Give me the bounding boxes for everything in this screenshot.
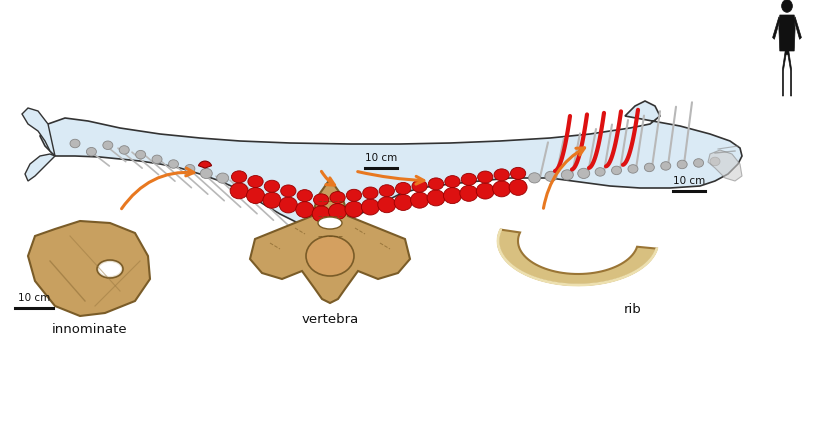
Ellipse shape [152, 155, 162, 164]
Ellipse shape [461, 173, 477, 186]
Polygon shape [22, 108, 55, 156]
Ellipse shape [200, 168, 212, 178]
Ellipse shape [412, 180, 427, 192]
Ellipse shape [529, 173, 540, 183]
Ellipse shape [345, 201, 363, 217]
Ellipse shape [677, 160, 687, 169]
Ellipse shape [263, 192, 281, 208]
Polygon shape [498, 230, 657, 285]
Polygon shape [794, 17, 801, 39]
Ellipse shape [611, 166, 621, 175]
Text: innominate: innominate [52, 323, 128, 336]
Ellipse shape [494, 169, 509, 181]
Ellipse shape [428, 178, 444, 190]
Ellipse shape [312, 206, 330, 222]
Ellipse shape [445, 176, 460, 188]
Polygon shape [28, 221, 150, 316]
Ellipse shape [394, 194, 412, 211]
Ellipse shape [346, 189, 361, 201]
Ellipse shape [363, 187, 378, 199]
Ellipse shape [361, 199, 380, 215]
Ellipse shape [120, 146, 130, 154]
Polygon shape [25, 154, 55, 181]
Ellipse shape [247, 187, 265, 203]
Polygon shape [779, 15, 795, 51]
Ellipse shape [460, 186, 478, 201]
Ellipse shape [578, 168, 590, 178]
Ellipse shape [217, 173, 229, 183]
Ellipse shape [511, 167, 526, 179]
Ellipse shape [168, 160, 178, 168]
Text: vertebra: vertebra [301, 313, 359, 326]
Ellipse shape [314, 194, 329, 206]
Polygon shape [250, 179, 410, 303]
Ellipse shape [694, 159, 704, 167]
Wedge shape [199, 161, 211, 168]
Ellipse shape [544, 171, 557, 182]
Ellipse shape [297, 190, 313, 202]
Ellipse shape [248, 176, 263, 187]
Ellipse shape [378, 197, 396, 213]
Ellipse shape [97, 260, 123, 278]
Ellipse shape [185, 165, 195, 173]
Ellipse shape [493, 181, 511, 197]
Ellipse shape [661, 162, 671, 170]
Ellipse shape [710, 157, 720, 166]
Ellipse shape [99, 262, 121, 276]
Ellipse shape [135, 150, 146, 159]
Ellipse shape [781, 0, 792, 12]
Ellipse shape [478, 171, 493, 183]
Ellipse shape [280, 197, 297, 213]
Polygon shape [782, 51, 791, 96]
Ellipse shape [644, 163, 654, 172]
Ellipse shape [395, 182, 411, 194]
Text: rib: rib [625, 303, 642, 316]
Ellipse shape [230, 183, 248, 199]
Ellipse shape [70, 139, 80, 148]
Ellipse shape [103, 141, 113, 149]
Ellipse shape [318, 217, 342, 229]
Ellipse shape [264, 180, 280, 192]
Ellipse shape [87, 148, 97, 156]
Ellipse shape [295, 202, 314, 218]
Ellipse shape [443, 188, 461, 204]
Ellipse shape [509, 179, 527, 195]
Polygon shape [708, 150, 742, 181]
Polygon shape [40, 101, 742, 228]
Text: 10 cm: 10 cm [365, 153, 397, 163]
Ellipse shape [380, 185, 394, 197]
Ellipse shape [561, 170, 573, 180]
Ellipse shape [280, 185, 296, 197]
Polygon shape [772, 17, 780, 39]
Ellipse shape [330, 192, 345, 203]
Text: 10 cm: 10 cm [673, 176, 705, 186]
Ellipse shape [476, 183, 494, 199]
Ellipse shape [628, 165, 638, 173]
Ellipse shape [595, 168, 605, 176]
Ellipse shape [328, 203, 346, 219]
Ellipse shape [232, 171, 247, 183]
Ellipse shape [306, 236, 354, 276]
Ellipse shape [427, 190, 445, 206]
Text: 10 cm: 10 cm [18, 293, 50, 303]
Ellipse shape [411, 192, 429, 208]
